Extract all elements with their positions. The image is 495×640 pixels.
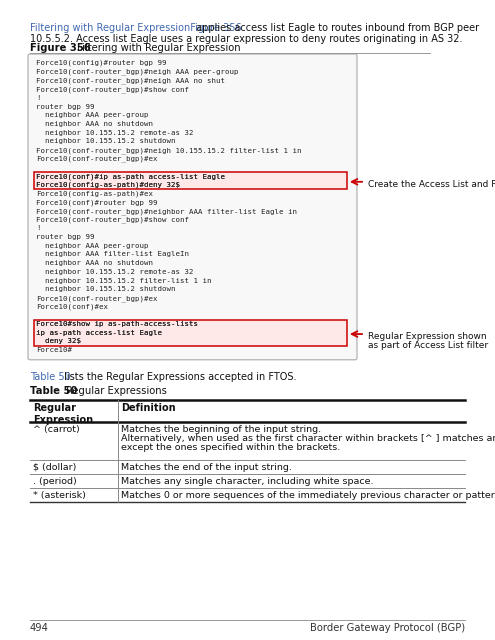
Text: Force10(conf-router_bgp)#neigh AAA no shut: Force10(conf-router_bgp)#neigh AAA no sh… [36,77,225,84]
Text: router bgp 99: router bgp 99 [36,234,95,240]
Text: Force10(config-as-path)#deny 32$: Force10(config-as-path)#deny 32$ [36,182,180,188]
Text: Border Gateway Protocol (BGP): Border Gateway Protocol (BGP) [310,623,465,633]
Text: Force10(conf)#ex: Force10(conf)#ex [36,303,108,310]
Text: Matches the beginning of the input string.: Matches the beginning of the input strin… [121,425,321,434]
Text: neighbor 10.155.15.2 remote-as 32: neighbor 10.155.15.2 remote-as 32 [36,269,194,275]
Text: Force10(conf-router_bgp)#neigh 10.155.15.2 filter-list 1 in: Force10(conf-router_bgp)#neigh 10.155.15… [36,147,301,154]
Text: Force10(conf-router_bgp)#ex: Force10(conf-router_bgp)#ex [36,156,157,163]
Text: Force10(conf-router_bgp)#neighbor AAA filter-list Eagle in: Force10(conf-router_bgp)#neighbor AAA fi… [36,208,297,214]
Text: deny 32$: deny 32$ [36,339,81,344]
Text: Force10(conf)#ip as-path access-list Eagle: Force10(conf)#ip as-path access-list Eag… [36,173,225,180]
Text: Alternatively, when used as the first character within brackets [^ ] matches any: Alternatively, when used as the first ch… [121,434,495,443]
Text: Force10(config)#router bgp 99: Force10(config)#router bgp 99 [36,60,166,67]
Text: Table 50: Table 50 [30,386,77,396]
Text: Table 50: Table 50 [30,372,71,382]
Text: Force10(conf-router_bgp)#show conf: Force10(conf-router_bgp)#show conf [36,216,189,223]
FancyBboxPatch shape [28,54,357,360]
Text: neighbor AAA peer-group: neighbor AAA peer-group [36,112,148,118]
Text: Matches any single character, including white space.: Matches any single character, including … [121,477,374,486]
Text: as part of Access List filter: as part of Access List filter [368,341,488,350]
Text: Figure 356: Figure 356 [30,43,91,53]
Text: 494: 494 [30,623,49,633]
Text: Force10(config-as-path)#deny 32$: Force10(config-as-path)#deny 32$ [36,182,180,188]
Text: Force10(conf)#ip as-path access-list Eagle: Force10(conf)#ip as-path access-list Eag… [36,173,225,180]
Text: Create the Access List and Filter: Create the Access List and Filter [368,180,495,189]
Text: Force10#: Force10# [36,347,72,353]
Text: neighbor 10.155.15.2 shutdown: neighbor 10.155.15.2 shutdown [36,286,176,292]
Text: neighbor AAA filter-list EagleIn: neighbor AAA filter-list EagleIn [36,252,189,257]
Text: Regular
Expression: Regular Expression [33,403,93,425]
Text: neighbor AAA no shutdown: neighbor AAA no shutdown [36,260,153,266]
Text: Force10(config-as-path)#ex: Force10(config-as-path)#ex [36,191,153,197]
Text: Force10(conf-router_bgp)#neigh AAA peer-group: Force10(conf-router_bgp)#neigh AAA peer-… [36,68,239,76]
Text: !: ! [36,95,41,100]
Text: Matches 0 or more sequences of the immediately previous character or pattern.: Matches 0 or more sequences of the immed… [121,491,495,500]
Bar [34,320,347,346]
Text: ip as-path access-list Eagle: ip as-path access-list Eagle [36,330,162,336]
Text: lists the Regular Expressions accepted in FTOS.: lists the Regular Expressions accepted i… [61,372,297,382]
Text: neighbor 10.155.15.2 remote-as 32: neighbor 10.155.15.2 remote-as 32 [36,129,194,136]
Text: . (period): . (period) [33,477,77,486]
Text: ip as-path access-list Eagle: ip as-path access-list Eagle [36,330,162,336]
Text: Definition: Definition [121,403,176,413]
Text: Force10(conf)#router bgp 99: Force10(conf)#router bgp 99 [36,199,157,205]
Text: neighbor AAA peer-group: neighbor AAA peer-group [36,243,148,249]
Text: !: ! [36,225,41,231]
Text: deny 32$: deny 32$ [36,339,81,344]
Text: Regular Expressions: Regular Expressions [66,386,167,396]
Bar [34,172,347,189]
Text: ^ (carrot): ^ (carrot) [33,425,80,434]
Text: neighbor 10.155.15.2 shutdown: neighbor 10.155.15.2 shutdown [36,138,176,144]
Text: Force10#show ip as-path-access-lists: Force10#show ip as-path-access-lists [36,321,198,327]
Text: neighbor AAA no shutdown: neighbor AAA no shutdown [36,121,153,127]
Text: Filtering with Regular Expression: Filtering with Regular Expression [77,43,241,53]
Text: * (asterisk): * (asterisk) [33,491,86,500]
Text: except the ones specified within the brackets.: except the ones specified within the bra… [121,443,340,452]
Text: router bgp 99: router bgp 99 [36,104,95,109]
Text: Filtering with Regular ExpressionFigure 356: Filtering with Regular ExpressionFigure … [30,23,242,33]
Text: 10.5.5.2. Access list Eagle uses a regular expression to deny routes originating: 10.5.5.2. Access list Eagle uses a regul… [30,34,462,44]
Text: Regular Expression shown: Regular Expression shown [368,332,487,341]
Text: neighbor 10.155.15.2 filter-list 1 in: neighbor 10.155.15.2 filter-list 1 in [36,278,211,284]
Text: applies access list Eagle to routes inbound from BGP peer: applies access list Eagle to routes inbo… [193,23,479,33]
Text: Force10(conf-router_bgp)#ex: Force10(conf-router_bgp)#ex [36,295,157,301]
Text: Matches the end of the input string.: Matches the end of the input string. [121,463,292,472]
Text: Force10(conf-router_bgp)#show conf: Force10(conf-router_bgp)#show conf [36,86,189,93]
Text: Force10#show ip as-path-access-lists: Force10#show ip as-path-access-lists [36,321,198,327]
Text: $ (dollar): $ (dollar) [33,463,76,472]
